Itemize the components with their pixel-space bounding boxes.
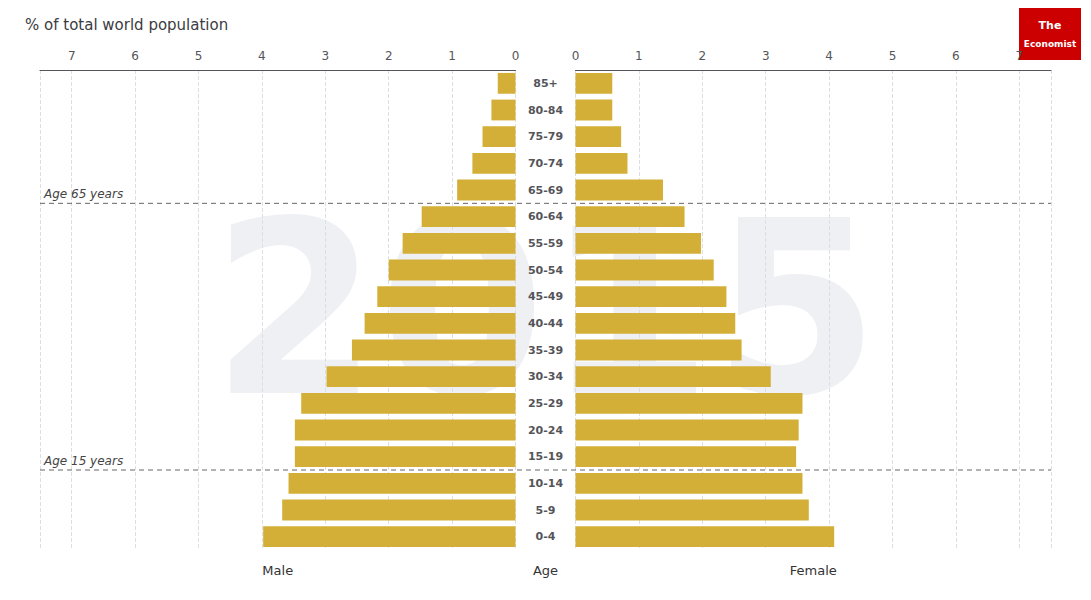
svg-text:5: 5 bbox=[889, 49, 897, 63]
svg-text:10-14: 10-14 bbox=[528, 477, 564, 490]
svg-text:Male: Male bbox=[262, 563, 293, 578]
svg-text:35-39: 35-39 bbox=[528, 344, 563, 357]
svg-text:80-84: 80-84 bbox=[528, 104, 564, 117]
svg-text:Economist: Economist bbox=[1024, 39, 1077, 49]
svg-text:0-4: 0-4 bbox=[536, 530, 556, 543]
svg-text:55-59: 55-59 bbox=[528, 237, 563, 250]
svg-text:Female: Female bbox=[790, 563, 837, 578]
svg-text:4: 4 bbox=[825, 49, 833, 63]
svg-text:The: The bbox=[1039, 19, 1062, 32]
svg-text:1: 1 bbox=[448, 49, 456, 63]
svg-text:7: 7 bbox=[1015, 49, 1023, 63]
svg-text:50-54: 50-54 bbox=[528, 264, 564, 277]
svg-text:75-79: 75-79 bbox=[528, 130, 563, 143]
svg-text:0: 0 bbox=[512, 49, 520, 63]
svg-text:40-44: 40-44 bbox=[528, 317, 564, 330]
svg-text:4: 4 bbox=[258, 49, 266, 63]
svg-text:2: 2 bbox=[698, 49, 706, 63]
svg-text:2: 2 bbox=[385, 49, 393, 63]
svg-text:30-34: 30-34 bbox=[528, 370, 564, 383]
svg-text:Age 65 years: Age 65 years bbox=[43, 187, 123, 201]
svg-text:7: 7 bbox=[68, 49, 76, 63]
svg-text:6: 6 bbox=[131, 49, 139, 63]
svg-text:Age 15 years: Age 15 years bbox=[43, 454, 123, 468]
svg-text:0: 0 bbox=[572, 49, 580, 63]
svg-text:1: 1 bbox=[635, 49, 643, 63]
svg-text:65-69: 65-69 bbox=[528, 184, 563, 197]
svg-text:6: 6 bbox=[952, 49, 960, 63]
svg-text:3: 3 bbox=[762, 49, 770, 63]
svg-text:25-29: 25-29 bbox=[528, 397, 563, 410]
svg-text:20-24: 20-24 bbox=[528, 424, 564, 437]
svg-text:Age: Age bbox=[533, 563, 558, 578]
svg-text:5-9: 5-9 bbox=[536, 504, 556, 517]
svg-text:3: 3 bbox=[321, 49, 329, 63]
svg-text:85+: 85+ bbox=[533, 77, 558, 90]
svg-text:2015: 2015 bbox=[212, 170, 880, 450]
svg-text:% of total world population: % of total world population bbox=[25, 16, 228, 34]
svg-text:5: 5 bbox=[195, 49, 203, 63]
svg-text:15-19: 15-19 bbox=[528, 450, 563, 463]
svg-text:45-49: 45-49 bbox=[528, 290, 563, 303]
svg-text:70-74: 70-74 bbox=[528, 157, 564, 170]
svg-text:60-64: 60-64 bbox=[528, 210, 564, 223]
